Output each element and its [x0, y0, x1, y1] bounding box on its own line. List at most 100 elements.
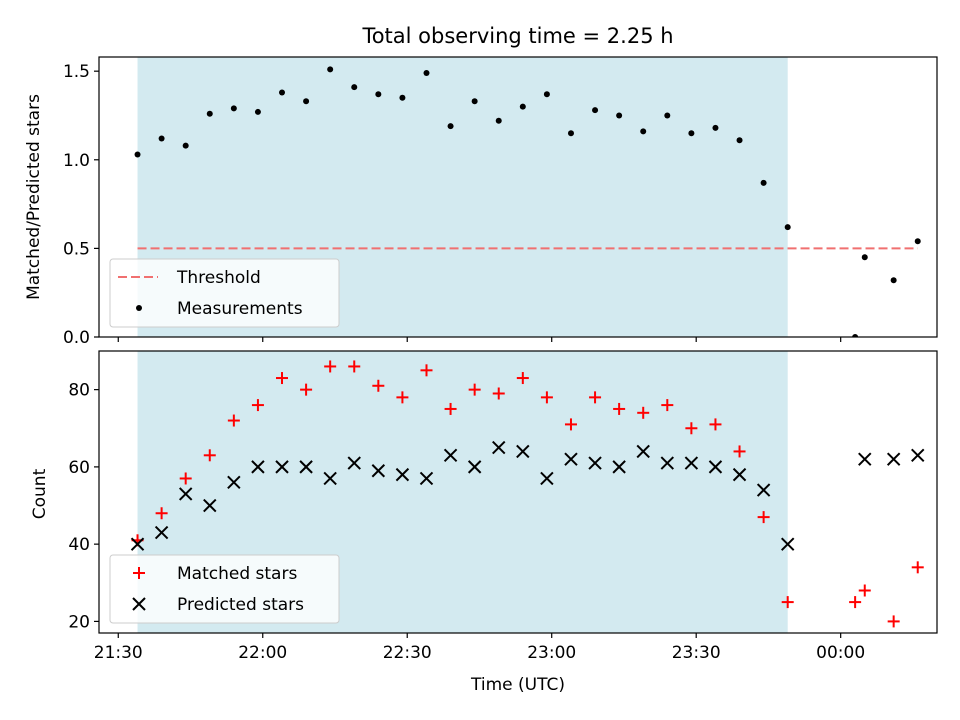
measurement-point	[327, 66, 334, 73]
measurement-point	[736, 137, 743, 144]
predicted-star-marker	[588, 456, 602, 470]
y-tick-label: 0.0	[63, 328, 90, 348]
predicted-star-marker	[564, 452, 578, 466]
predicted-star-marker	[227, 475, 241, 490]
measurement-point	[351, 84, 358, 91]
predicted-star-marker	[756, 483, 771, 497]
measurement-point	[852, 334, 859, 337]
measurement-point	[495, 117, 502, 124]
predicted-star-marker	[154, 525, 169, 540]
matched-star-marker	[540, 391, 553, 404]
matched-star-marker	[420, 364, 433, 377]
x-tick-label: 22:00	[238, 643, 287, 663]
matched-star-marker	[444, 402, 457, 415]
measurement-point	[784, 224, 791, 231]
predicted-star-marker	[911, 448, 925, 463]
legend: Threshold Measurements	[109, 258, 340, 328]
predicted-star-marker	[660, 456, 675, 470]
predicted-star-marker	[395, 467, 410, 482]
matched-star-marker	[637, 406, 650, 419]
measurement-point	[447, 123, 454, 130]
plot-frame	[98, 350, 938, 634]
measurement-point	[182, 142, 189, 149]
measurement-point	[519, 103, 526, 110]
measurement-point	[279, 89, 286, 96]
matched-star-marker	[468, 383, 481, 396]
matched-star-marker	[251, 399, 264, 412]
predicted-star-marker	[419, 471, 434, 486]
x-axis-label: Time (UTC)	[470, 675, 565, 695]
matched-star-marker	[733, 445, 746, 458]
matched-star-marker	[887, 615, 900, 628]
top-y-axis-label: Matched/Predicted stars	[24, 94, 44, 300]
legend-label: Matched stars	[177, 564, 297, 584]
measurement-point	[206, 110, 213, 117]
predicted-star-marker	[636, 444, 650, 459]
legend-marker	[136, 305, 142, 311]
matched-star-marker	[589, 391, 602, 404]
measurement-point	[760, 179, 767, 186]
measurement-point	[712, 124, 719, 131]
measurement-point	[861, 254, 868, 261]
bottom-panel: 20 40 60 80 21:30 22:00 22:30 23:00 23:30 00:00 Ma…	[68, 350, 938, 663]
matched-star-marker	[781, 596, 794, 609]
predicted-star-marker	[684, 456, 699, 470]
legend-label: Threshold	[176, 268, 261, 288]
matched-star-marker	[564, 418, 577, 431]
measurement-point	[423, 69, 430, 76]
matched-star-marker	[227, 414, 240, 427]
y-tick-label: 20	[68, 612, 90, 632]
predicted-star-marker	[371, 464, 386, 478]
y-tick-label: 1.0	[63, 151, 90, 171]
y-tick-label: 60	[68, 458, 90, 478]
y-tick-label: 80	[68, 381, 90, 401]
predicted-star-marker	[443, 448, 458, 463]
matched-star-marker	[709, 418, 722, 431]
matched-star-marker	[685, 422, 698, 435]
predicted-star-marker	[275, 460, 289, 474]
x-tick-label: 23:00	[527, 643, 576, 663]
matched-star-marker	[348, 360, 361, 373]
measurement-point	[616, 112, 623, 119]
predicted-star-marker	[251, 460, 265, 474]
measurement-point	[254, 108, 261, 115]
predicted-star-marker	[886, 452, 901, 466]
matched-star-marker	[155, 507, 168, 520]
measurement-point	[543, 91, 550, 98]
x-tick-label: 22:30	[383, 643, 432, 663]
predicted-star-marker	[540, 471, 554, 486]
matched-star-marker	[661, 399, 674, 412]
measurement-point	[592, 107, 599, 114]
legend-marker	[133, 567, 145, 579]
measurement-point	[303, 98, 310, 105]
matched-star-marker	[396, 391, 409, 404]
measurement-point	[914, 238, 921, 245]
predicted-star-marker	[732, 467, 747, 482]
x-tick-label: 23:30	[672, 643, 721, 663]
matched-star-marker	[849, 596, 862, 609]
matched-star-marker	[372, 379, 385, 392]
matched-star-marker	[757, 511, 770, 524]
predicted-star-marker	[323, 471, 337, 486]
predicted-star-marker	[467, 460, 482, 474]
measurement-point	[664, 112, 671, 119]
matched-star-marker	[300, 383, 313, 396]
matched-star-marker	[203, 449, 216, 462]
matched-star-marker	[516, 372, 529, 385]
predicted-star-marker	[299, 460, 313, 474]
legend-marker	[132, 597, 146, 611]
measurement-point	[890, 277, 897, 284]
x-tick-label: 00:00	[816, 643, 865, 663]
measurement-point	[375, 91, 382, 98]
legend-label: Predicted stars	[177, 595, 304, 615]
chart-title: Total observing time = 2.25 h	[361, 24, 673, 48]
matched-star-marker	[858, 584, 871, 597]
plot-frame	[98, 56, 938, 338]
predicted-star-marker	[130, 537, 145, 551]
matched-star-marker	[911, 561, 924, 574]
legend-label: Measurements	[177, 299, 303, 319]
bottom-y-axis-label: Count	[30, 468, 50, 519]
predicted-star-marker	[516, 444, 530, 459]
predicted-star-marker	[858, 452, 872, 466]
